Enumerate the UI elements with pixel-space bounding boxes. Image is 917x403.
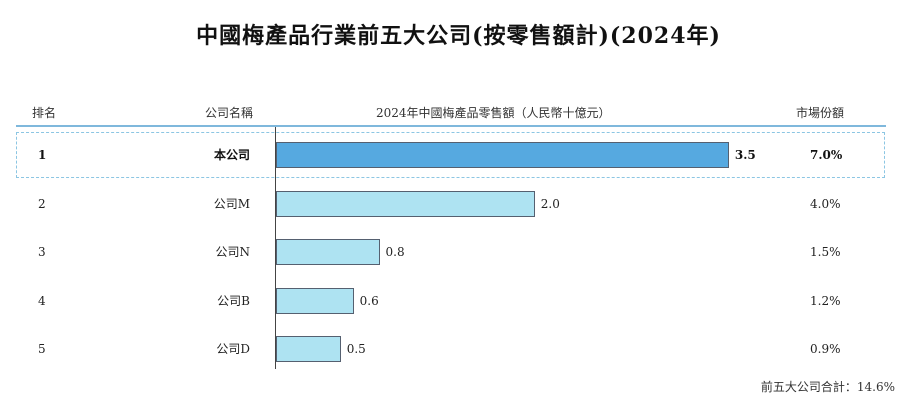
company-label: 本公司	[213, 148, 250, 162]
bar-value-label: 0.8	[385, 245, 405, 259]
table-row: 1 本公司 3.5 7.0%	[0, 135, 917, 175]
company-label: 公司M	[213, 196, 250, 211]
bar-value-label: 0.5	[346, 342, 366, 356]
bar	[276, 190, 535, 217]
chart-title: 中國梅產品行業前五大公司(按零售額計)(2024年)	[196, 23, 721, 49]
rank-label: 2	[38, 196, 46, 211]
footnote-total: 前五大公司合計：14.6%	[760, 380, 895, 394]
bar	[276, 336, 341, 362]
header-metric: 2024年中國梅產品零售額（人民幣十億元）	[376, 106, 611, 120]
market-share-label: 0.9%	[810, 342, 841, 356]
rank-label: 3	[38, 245, 46, 259]
rank-label: 4	[38, 293, 46, 308]
bar-value-label: 2.0	[540, 196, 560, 211]
header-divider	[16, 125, 886, 127]
bar	[276, 142, 729, 168]
company-label: 公司D	[216, 342, 250, 356]
highlight-box	[16, 132, 885, 178]
table-row: 5 公司D 0.5 0.9%	[0, 329, 917, 369]
bar	[276, 287, 354, 314]
market-share-label: 1.5%	[810, 245, 841, 259]
market-share-label: 4.0%	[810, 196, 841, 211]
rank-label: 5	[38, 342, 46, 356]
table-row: 3 公司N 0.8 1.5%	[0, 232, 917, 272]
header-rank: 排名	[32, 106, 57, 120]
market-share-label: 1.2%	[810, 293, 841, 308]
y-axis-line	[275, 127, 276, 369]
header-share: 市場份額	[796, 106, 845, 120]
rank-label: 1	[38, 148, 47, 162]
bar	[276, 239, 380, 265]
company-label: 公司N	[215, 245, 250, 259]
header-company: 公司名稱	[205, 106, 254, 120]
bar-value-label: 0.6	[359, 293, 379, 308]
table-row: 2 公司M 2.0 4.0%	[0, 184, 917, 224]
bar-value-label: 3.5	[734, 148, 756, 162]
market-share-label: 7.0%	[810, 148, 843, 162]
company-label: 公司B	[217, 293, 250, 308]
table-row: 4 公司B 0.6 1.2%	[0, 281, 917, 321]
